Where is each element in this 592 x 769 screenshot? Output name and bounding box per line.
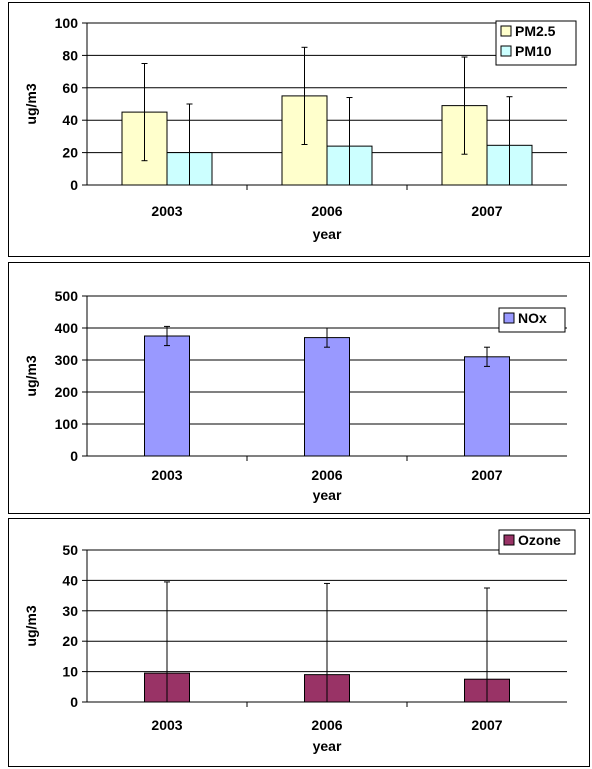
legend-label: Ozone	[518, 532, 561, 548]
chart-panel-nox: 0 100 200 300 400 500 2003 2006 2007 ug/m3 year NOx	[8, 262, 590, 514]
x-tick-label: 2003	[151, 203, 182, 219]
chart-panel-ozone: 0 10 20 30 40 50 2003 2006 2007 ug/m3 year Ozone	[8, 518, 590, 767]
y-tick-label: 10	[62, 664, 78, 680]
pm-chart: 0 20 40 60 80 100 2003 2006 2007 ug/m3 year PM2.5 PM…	[23, 15, 577, 242]
y-tick-label: 0	[70, 177, 78, 193]
x-axis-label: year	[313, 738, 342, 754]
y-tick-label: 30	[62, 603, 78, 619]
legend-label: PM10	[515, 43, 552, 59]
x-axis-label: year	[313, 487, 342, 503]
y-tick-label: 20	[62, 145, 78, 161]
y-axis-label: ug/m3	[23, 83, 39, 124]
bar	[464, 356, 510, 457]
bar	[304, 337, 350, 457]
y-axis-label: ug/m3	[23, 355, 39, 396]
x-tick-label: 2007	[471, 717, 502, 733]
legend-swatch	[503, 534, 515, 546]
x-tick-label: 2003	[151, 467, 182, 483]
y-tick-label: 300	[55, 352, 79, 368]
bar	[144, 335, 190, 457]
y-tick-label: 100	[55, 15, 79, 31]
legend-label: PM2.5	[515, 23, 556, 39]
x-axis-label: year	[313, 226, 342, 242]
legend-swatch	[500, 45, 512, 57]
chart-panel-pm: 0 20 40 60 80 100 2003 2006 2007 ug/m3 year PM2.5 PM…	[8, 2, 590, 257]
x-tick-label: 2006	[311, 717, 342, 733]
ozone-chart: 0 10 20 30 40 50 2003 2006 2007 ug/m3 year Ozone	[23, 529, 576, 754]
nox-chart: 0 100 200 300 400 500 2003 2006 2007 ug/m3 year NOx	[23, 288, 567, 503]
y-tick-label: 200	[55, 384, 79, 400]
y-tick-label: 0	[70, 448, 78, 464]
y-tick-label: 0	[70, 694, 78, 710]
x-tick-label: 2007	[471, 467, 502, 483]
x-tick-label: 2006	[311, 467, 342, 483]
y-axis-label: ug/m3	[23, 605, 39, 646]
y-tick-label: 40	[62, 112, 78, 128]
y-tick-label: 60	[62, 80, 78, 96]
legend-swatch	[500, 25, 512, 37]
y-tick-label: 100	[55, 416, 79, 432]
x-tick-label: 2006	[311, 203, 342, 219]
y-tick-label: 500	[55, 288, 79, 304]
y-tick-label: 400	[55, 320, 79, 336]
legend-label: NOx	[518, 310, 547, 326]
x-tick-label: 2003	[151, 717, 182, 733]
x-tick-label: 2007	[471, 203, 502, 219]
legend-swatch	[503, 312, 515, 324]
y-tick-label: 40	[62, 572, 78, 588]
y-tick-label: 50	[62, 542, 78, 558]
y-tick-label: 20	[62, 633, 78, 649]
y-tick-label: 80	[62, 47, 78, 63]
